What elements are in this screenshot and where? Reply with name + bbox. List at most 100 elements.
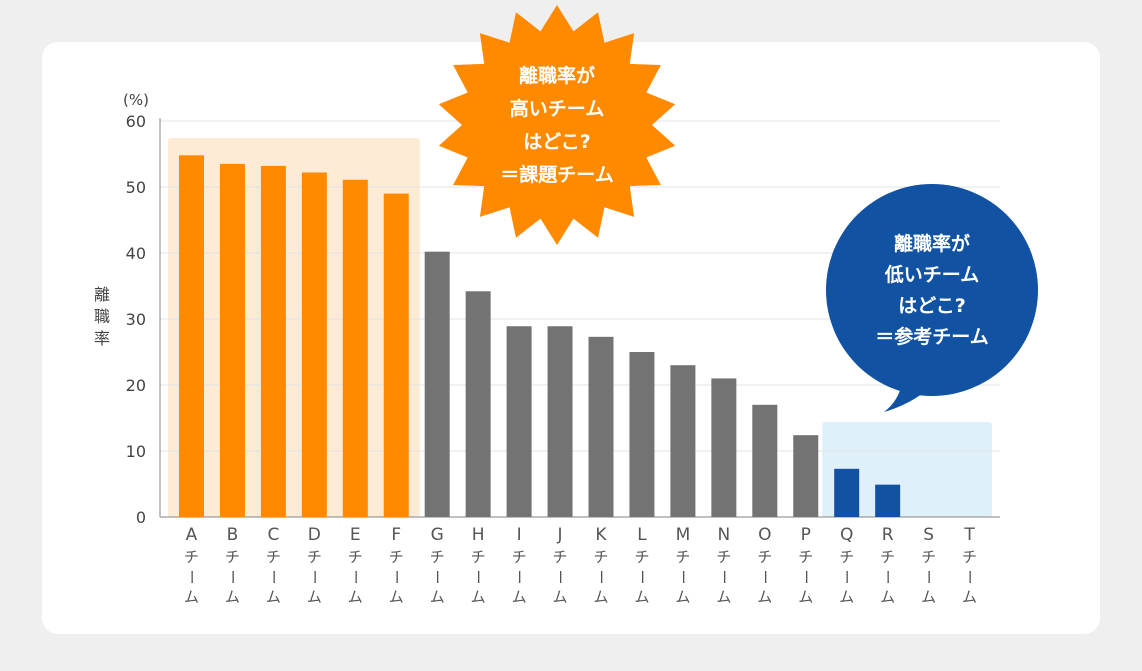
x-tick-suffix-char: チ xyxy=(184,548,199,566)
x-tick-suffix-char: ー xyxy=(961,569,979,584)
x-tick-suffix-char: ー xyxy=(305,569,323,584)
x-tick-suffix-char: ム xyxy=(348,588,363,606)
x-tick-suffix-char: ー xyxy=(387,569,405,584)
x-tick-suffix-char: ム xyxy=(266,588,281,606)
x-tick-label-g: G xyxy=(431,525,444,545)
x-tick-suffix-char: ム xyxy=(307,588,322,606)
x-tick-suffix-char: ー xyxy=(920,569,938,584)
x-tick-suffix-char: ー xyxy=(551,569,569,584)
x-tick-suffix-char: ム xyxy=(225,588,240,606)
x-tick-suffix-char: チ xyxy=(921,548,936,566)
bar-k-team xyxy=(588,336,614,517)
x-tick-suffix-char: ー xyxy=(428,569,446,584)
high-rate-callout-line: ＝課題チーム xyxy=(500,163,613,186)
high-rate-callout-line: 離職率が xyxy=(519,64,595,87)
x-tick-suffix-char: ー xyxy=(838,569,856,584)
x-tick-suffix-char: ム xyxy=(430,588,445,606)
x-tick-label-i: I xyxy=(517,525,522,545)
bar-r-team xyxy=(875,484,901,517)
bar-g-team xyxy=(424,251,450,517)
bar-m-team xyxy=(670,365,696,517)
bar-c-team xyxy=(260,165,286,517)
bar-f-team xyxy=(383,193,409,517)
y-tick-label: 60 xyxy=(126,112,146,131)
x-tick-suffix-char: チ xyxy=(962,548,977,566)
x-tick-suffix-char: ー xyxy=(183,569,201,584)
x-tick-suffix-char: ム xyxy=(798,588,813,606)
x-tick-suffix-char: チ xyxy=(225,548,240,566)
bar-i-team xyxy=(506,326,532,517)
x-tick-label-n: N xyxy=(717,525,730,545)
x-tick-suffix-char: ム xyxy=(757,588,772,606)
x-tick-label-e: E xyxy=(350,525,361,545)
x-tick-suffix-char: チ xyxy=(471,548,486,566)
x-tick-label-r: R xyxy=(882,525,894,545)
y-axis-title-char: 率 xyxy=(94,329,110,348)
x-tick-suffix-char: チ xyxy=(675,548,690,566)
x-tick-suffix-char: ム xyxy=(593,588,608,606)
x-tick-label-j: J xyxy=(557,525,563,545)
x-tick-label-t: T xyxy=(963,525,975,545)
y-tick-label: 20 xyxy=(126,376,146,395)
x-tick-suffix-char: ム xyxy=(553,588,568,606)
x-tick-suffix-char: チ xyxy=(798,548,813,566)
x-tick-suffix-char: ー xyxy=(592,569,610,584)
x-tick-suffix-char: チ xyxy=(266,548,281,566)
x-tick-suffix-char: ム xyxy=(184,588,199,606)
bar-d-team xyxy=(301,172,327,518)
x-tick-suffix-char: ー xyxy=(797,569,815,584)
x-tick-label-o: O xyxy=(758,525,771,545)
x-tick-suffix-char: ム xyxy=(921,588,936,606)
x-tick-label-k: K xyxy=(595,525,607,545)
x-tick-suffix-char: ム xyxy=(389,588,404,606)
x-tick-suffix-char: ー xyxy=(469,569,487,584)
bar-p-team xyxy=(793,435,819,517)
x-tick-suffix-char: ー xyxy=(756,569,774,584)
low-rate-group-highlight xyxy=(822,422,993,517)
bar-h-team xyxy=(465,291,491,517)
high-rate-group-highlight xyxy=(168,138,420,517)
x-tick-label-q: Q xyxy=(840,525,853,545)
x-tick-suffix-char: チ xyxy=(512,548,527,566)
y-tick-label: 50 xyxy=(126,178,146,197)
x-tick-suffix-char: ー xyxy=(633,569,651,584)
x-tick-suffix-char: チ xyxy=(553,548,568,566)
x-tick-suffix-char: チ xyxy=(307,548,322,566)
x-tick-suffix-char: チ xyxy=(430,548,445,566)
x-tick-label-l: L xyxy=(637,525,647,545)
x-tick-label-f: F xyxy=(391,525,401,545)
x-tick-suffix-char: ー xyxy=(346,569,364,584)
x-tick-suffix-char: チ xyxy=(389,548,404,566)
bar-b-team xyxy=(219,163,245,517)
x-tick-suffix-char: チ xyxy=(634,548,649,566)
x-tick-suffix-char: チ xyxy=(593,548,608,566)
y-axis-title-char: 職 xyxy=(94,307,110,326)
x-tick-suffix-char: チ xyxy=(757,548,772,566)
x-tick-label-a: A xyxy=(186,525,198,545)
x-tick-suffix-char: ム xyxy=(675,588,690,606)
x-tick-suffix-char: チ xyxy=(839,548,854,566)
x-tick-label-d: D xyxy=(308,525,321,545)
y-unit-label: (%) xyxy=(123,91,149,109)
x-tick-suffix-char: ム xyxy=(471,588,486,606)
bar-q-team xyxy=(834,468,860,517)
x-tick-suffix-char: ム xyxy=(962,588,977,606)
x-tick-label-b: B xyxy=(227,525,239,545)
x-tick-suffix-char: ー xyxy=(674,569,692,584)
high-rate-callout-line: はどこ? xyxy=(523,131,590,153)
x-tick-suffix-char: ー xyxy=(510,569,528,584)
bar-n-team xyxy=(711,378,737,517)
x-tick-suffix-char: ー xyxy=(264,569,282,584)
bar-j-team xyxy=(547,326,573,517)
y-tick-label: 30 xyxy=(126,310,146,329)
x-tick-suffix-char: ー xyxy=(715,569,733,584)
x-tick-suffix-char: チ xyxy=(716,548,731,566)
x-tick-suffix-char: ム xyxy=(880,588,895,606)
x-tick-suffix-char: ム xyxy=(512,588,527,606)
bar-o-team xyxy=(752,404,778,517)
x-tick-suffix-char: チ xyxy=(348,548,363,566)
x-tick-label-m: M xyxy=(676,525,691,545)
y-tick-label: 40 xyxy=(126,244,146,263)
x-tick-suffix-char: ー xyxy=(223,569,241,584)
